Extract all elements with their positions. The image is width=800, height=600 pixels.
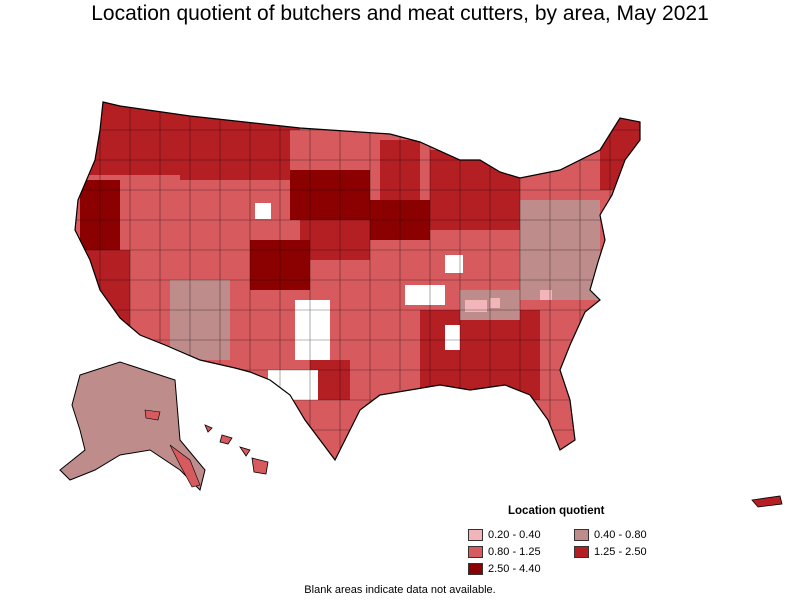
legend-item-2-50-4-40: 2.50 - 4.40: [468, 563, 541, 575]
legend-swatch: [468, 529, 483, 541]
hawaii-region: [204, 424, 269, 475]
legend-item-0-40-0-80: 0.40 - 0.80: [574, 529, 647, 541]
legend-item-1-25-2-50: 1.25 - 2.50: [574, 546, 647, 558]
legend-swatch: [468, 546, 483, 558]
legend-swatch: [574, 546, 589, 558]
legend-title: Location quotient: [508, 505, 605, 517]
legend-swatch: [574, 529, 589, 541]
conus-outline: [74, 101, 641, 462]
alaska-region: [59, 361, 206, 491]
legend-item-0-80-1-25: 0.80 - 1.25: [468, 546, 541, 558]
map-title: Location quotient of butchers and meat c…: [91, 2, 709, 25]
legend-swatch: [468, 563, 483, 575]
puerto-rico-region: [751, 495, 783, 508]
footnote: Blank areas indicate data not available.: [304, 584, 496, 596]
legend-item-0-20-0-40: 0.20 - 0.40: [468, 529, 541, 541]
